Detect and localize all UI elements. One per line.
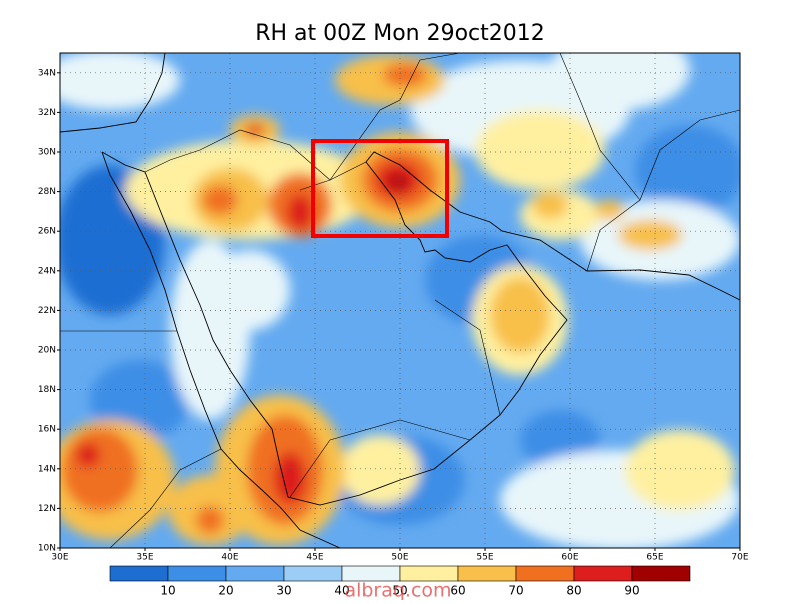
lat-label: 12N [38, 504, 56, 514]
lon-label: 65E [646, 553, 663, 563]
humidity-blob [532, 191, 568, 219]
humidity-blob [625, 430, 735, 510]
colorbar-label: 70 [508, 584, 523, 598]
humidity-blob [490, 277, 550, 353]
humidity-blob [60, 53, 180, 110]
lon-label: 45E [306, 553, 323, 563]
colorbar-swatch [457, 565, 517, 582]
lat-label: 16N [38, 425, 56, 435]
colorbar: 10 20 30 40 50 60 70 80 90 [109, 565, 691, 598]
lat-label: 34N [38, 68, 56, 78]
humidity-blob [618, 220, 682, 250]
lon-label: 35E [136, 553, 153, 563]
humidity-blob [202, 185, 238, 215]
lat-label: 18N [38, 385, 56, 395]
lon-label: 40E [221, 553, 238, 563]
map-title: RH at 00Z Mon 29oct2012 [255, 21, 545, 46]
humidity-blob [595, 200, 625, 220]
humidity-blob [475, 110, 605, 190]
lat-label: 22N [38, 306, 56, 316]
colorbar-swatch [573, 565, 633, 582]
colorbar-label: 20 [218, 584, 233, 598]
lon-label: 55E [476, 553, 493, 563]
lat-label: 14N [38, 464, 56, 474]
lat-label: 24N [38, 266, 56, 276]
axis-labels: 10N 12N 14N 16N 18N 20N 22N 24N 26N 28N 30N 32N 34N 3… [38, 68, 749, 562]
coastline [60, 53, 166, 133]
lat-label: 10N [38, 544, 56, 554]
humidity-blob [340, 435, 420, 505]
humidity-blob [287, 194, 313, 230]
humidity-blob [90, 360, 190, 440]
humidity-blob [383, 63, 427, 87]
humidity-blob [390, 175, 406, 189]
border [299, 53, 461, 191]
border [559, 53, 740, 272]
colorbar-label: 40 [334, 584, 349, 598]
colorbar-swatch [167, 565, 227, 582]
coastline [101, 151, 740, 506]
colorbar-swatch [225, 565, 285, 582]
humidity-blob [62, 428, 138, 512]
humidity-blob [196, 506, 224, 534]
lat-label: 28N [38, 187, 56, 197]
lat-label: 32N [38, 108, 56, 118]
watermark: albraq.com [344, 580, 451, 601]
border [60, 299, 501, 548]
colorbar-swatch [109, 565, 169, 582]
highlight-box [311, 139, 449, 238]
lon-label: 60E [561, 553, 578, 563]
colorbar-label: 60 [450, 584, 465, 598]
humidity-blob [210, 250, 290, 330]
humidity-blob [274, 452, 306, 504]
colorbar-swatch [283, 565, 343, 582]
lat-label: 30N [38, 148, 56, 158]
grid [60, 53, 740, 548]
field-blobs [60, 53, 740, 548]
colorbar-swatch [631, 565, 691, 582]
lat-label: 20N [38, 346, 56, 356]
lon-label: 30E [51, 553, 68, 563]
humidity-field [60, 53, 740, 548]
humidity-blob [635, 125, 740, 215]
lon-label: 70E [731, 553, 748, 563]
colorbar-swatch [515, 565, 575, 582]
coastlines [60, 53, 740, 548]
lat-label: 26N [38, 227, 56, 237]
lon-label: 50E [391, 553, 408, 563]
humidity-blob [76, 443, 100, 467]
colorbar-label: 50 [392, 584, 407, 598]
colorbar-label: 80 [566, 584, 581, 598]
colorbar-label: 30 [276, 584, 291, 598]
coastline [101, 151, 341, 548]
colorbar-label: 10 [160, 584, 175, 598]
colorbar-label: 90 [624, 584, 639, 598]
